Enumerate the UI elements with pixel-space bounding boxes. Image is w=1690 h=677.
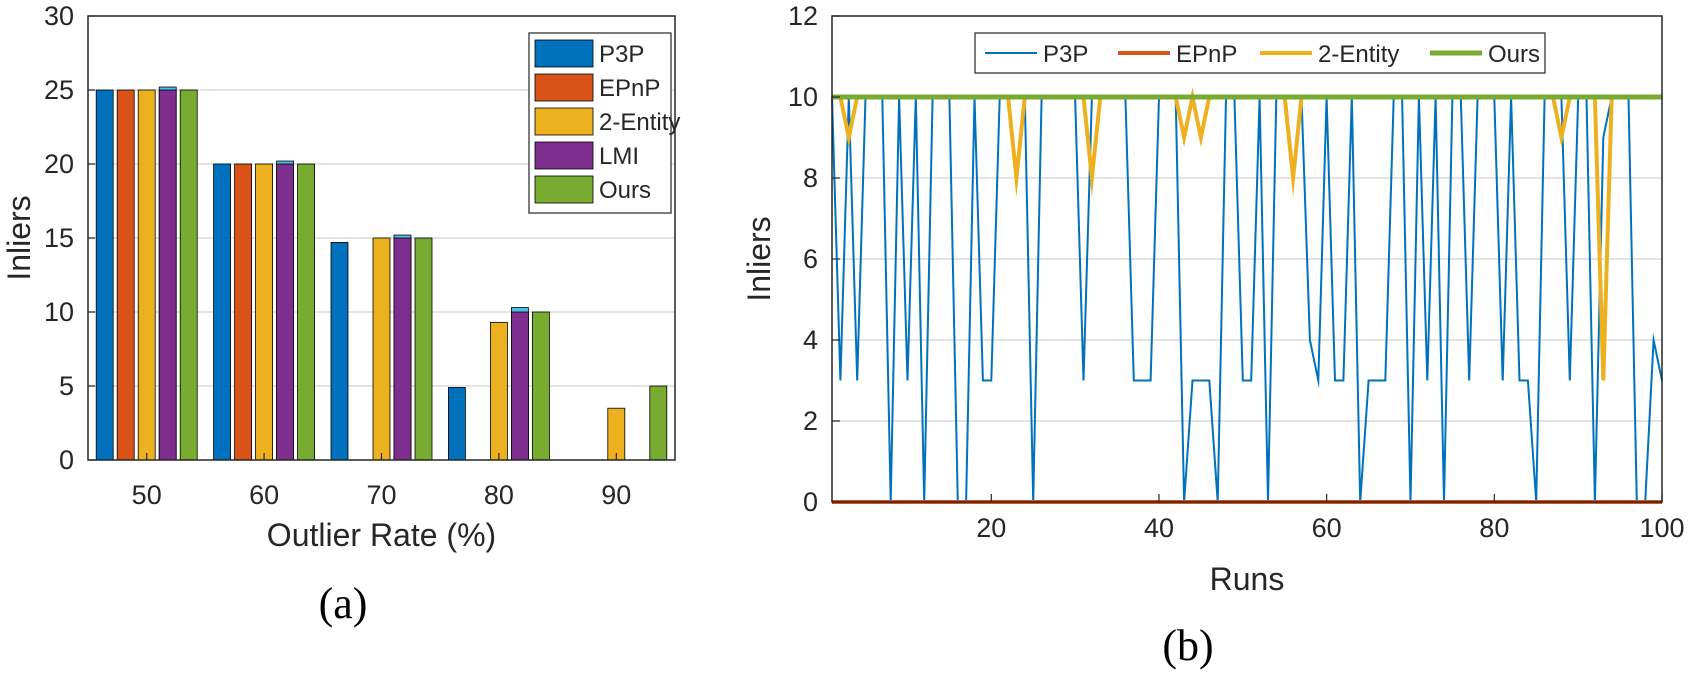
x-axis-label: Outlier Rate (%) (267, 517, 496, 553)
y-tick-label: 4 (803, 325, 818, 355)
legend-label: P3P (599, 41, 644, 68)
bar-p3p (95, 89, 114, 461)
legend-label: EPnP (599, 75, 660, 102)
legend: P3P EPnP 2-Entity LMI Ours (528, 32, 680, 214)
bar-ours (414, 237, 433, 461)
bar-lmi (510, 311, 529, 461)
y-tick-label: 2 (803, 406, 818, 436)
legend-swatch (534, 175, 594, 204)
x-tick-label: 60 (249, 480, 279, 510)
panel-caption-a: (a) (319, 579, 368, 628)
x-tick-label: 80 (1479, 513, 1509, 543)
x-tick-label: 80 (484, 480, 514, 510)
bar-ours (532, 311, 550, 461)
legend-swatch (534, 141, 594, 170)
legend-label: Ours (1488, 41, 1540, 68)
y-tick-label: 5 (59, 371, 74, 401)
y-tick-label: 0 (803, 487, 818, 517)
y-tick-label: 8 (803, 163, 818, 193)
bar-lmi (158, 89, 177, 461)
y-tick-label: 15 (44, 223, 74, 253)
axis-ticks: 0 5 10 15 20 25 30 50 60 70 80 90 (44, 1, 631, 510)
legend-label: P3P (1043, 41, 1088, 68)
bar-p3p (447, 387, 466, 461)
bar-epnp (116, 89, 135, 461)
panel-caption-b: (b) (1162, 621, 1213, 670)
series-line-2-entity (832, 87, 1662, 381)
legend-swatch (534, 107, 594, 136)
legend-swatch (534, 39, 594, 68)
y-tick-label: 6 (803, 244, 818, 274)
y-tick-label: 10 (44, 297, 74, 327)
legend: P3P EPnP 2-Entity Ours (974, 32, 1546, 74)
bar-p3p (213, 163, 232, 461)
legend-label: LMI (599, 143, 639, 170)
bar-2-entity (489, 321, 508, 461)
x-tick-label: 90 (601, 480, 631, 510)
x-tick-label: 70 (366, 480, 396, 510)
bar-2-entity (255, 163, 274, 461)
legend-label: Ours (599, 177, 651, 204)
bar-ours (649, 385, 668, 461)
y-tick-label: 10 (788, 82, 818, 112)
bar-epnp (234, 163, 253, 461)
x-tick-label: 50 (132, 480, 162, 510)
bar-2-entity (137, 89, 156, 461)
legend-label: 2-Entity (1318, 41, 1399, 68)
x-tick-label: 40 (1144, 513, 1174, 543)
bar-ours (179, 89, 198, 461)
y-tick-label: 0 (59, 445, 74, 475)
y-tick-label: 12 (788, 1, 818, 31)
axis-ticks: 0 2 4 6 8 10 12 20 40 60 80 100 (788, 1, 1685, 543)
legend-label: EPnP (1176, 41, 1237, 68)
bar-lmi (393, 237, 412, 461)
y-axis-label: Inliers (1, 195, 37, 280)
series-line-p3p (831, 96, 1663, 503)
bar-2-entity (607, 407, 626, 461)
x-tick-label: 100 (1639, 513, 1684, 543)
bar-2-entity (372, 237, 391, 461)
series-lines (831, 87, 1663, 504)
legend-label: 2-Entity (599, 109, 680, 136)
bar-p3p (330, 242, 349, 461)
x-tick-label: 60 (1312, 513, 1342, 543)
y-tick-label: 30 (44, 1, 74, 31)
bar-lmi (276, 163, 295, 461)
line-chart-panel-b: 0 2 4 6 8 10 12 20 40 60 80 100 Runs Inliers P3P EPn… (741, 1, 1685, 670)
bar-ours (297, 163, 316, 461)
x-tick-label: 20 (976, 513, 1006, 543)
y-tick-label: 20 (44, 149, 74, 179)
x-axis-label: Runs (1210, 561, 1285, 597)
y-axis-label: Inliers (741, 216, 777, 301)
y-tick-label: 25 (44, 75, 74, 105)
legend-swatch (534, 73, 594, 102)
grid-lines (832, 96, 1662, 422)
